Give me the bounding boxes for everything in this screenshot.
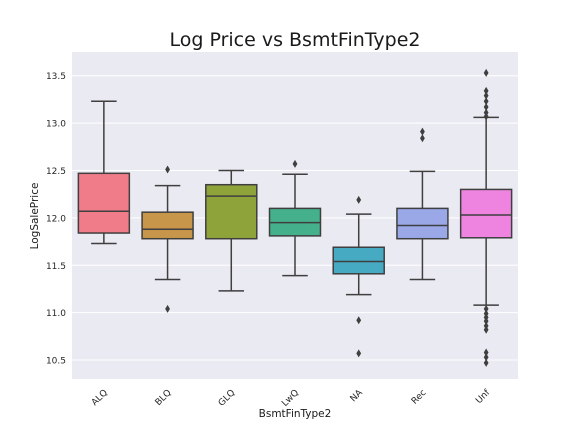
outlier-point (483, 86, 489, 95)
outlier-point (356, 316, 362, 325)
y-tick-label: 11.0 (46, 309, 66, 319)
box-na (332, 195, 385, 358)
y-axis-label: LogSalePrice (29, 183, 41, 250)
x-tick-label: BLQ (154, 388, 174, 408)
x-tick-label: LwQ (280, 388, 301, 409)
iqr-box (205, 183, 258, 240)
outlier-point (483, 358, 489, 367)
x-tick-label: GLQ (217, 388, 238, 409)
y-tick-label: 10.5 (46, 357, 66, 367)
x-tick-label: Unf (474, 387, 493, 406)
outlier-point (356, 349, 362, 358)
outlier-point (356, 195, 362, 204)
iqr-box (332, 246, 385, 275)
x-tick-label: Rec (410, 388, 429, 407)
box-unf (459, 68, 513, 367)
x-tick-label: ALQ (90, 388, 110, 408)
iqr-box (396, 207, 449, 240)
x-axis-ticks: ALQ BLQ GLQ LwQ NA Rec Unf (90, 387, 493, 408)
box-blq (141, 165, 194, 313)
outlier-point (483, 304, 489, 313)
outlier-point (483, 91, 489, 100)
outlier-point (483, 317, 489, 326)
outlier-point (165, 304, 170, 313)
outlier-point (483, 97, 489, 106)
outlier-point (420, 127, 425, 136)
y-tick-label: 12.0 (46, 214, 66, 224)
outlier-point (483, 325, 489, 334)
outlier-point (483, 348, 489, 357)
y-tick-label: 12.5 (46, 167, 66, 177)
outlier-point (292, 159, 298, 168)
outlier-point (483, 112, 489, 121)
iqr-box (77, 172, 131, 234)
boxes (77, 68, 513, 367)
outlier-point (483, 68, 489, 77)
y-tick-label: 13.5 (46, 72, 66, 82)
box-lwq (268, 159, 322, 277)
y-tick-label: 11.5 (46, 262, 66, 272)
iqr-box (459, 188, 513, 239)
box-alq (77, 100, 131, 245)
outlier-point (165, 165, 170, 174)
chart-title: Log Price vs BsmtFinType2 (169, 29, 420, 51)
box-glq (205, 169, 258, 292)
y-tick-label: 13.0 (46, 120, 66, 130)
outlier-point (483, 102, 489, 111)
outlier-point (420, 134, 425, 143)
x-tick-label: NA (349, 387, 366, 404)
box-rec (396, 127, 449, 281)
outlier-point (483, 353, 489, 362)
x-axis-label: BsmtFinType2 (259, 408, 332, 420)
y-axis-ticks: 10.5 11.0 11.5 12.0 12.5 13.0 13.5 (46, 72, 66, 366)
iqr-box (141, 211, 194, 240)
